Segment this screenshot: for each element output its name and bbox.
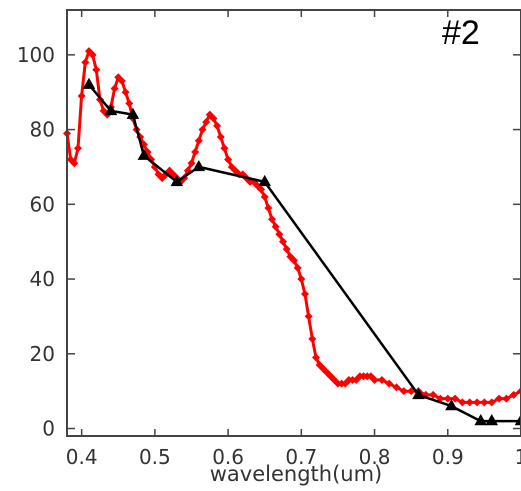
series-1-point (293, 263, 302, 272)
x-tick-label: 0.9 (432, 445, 464, 469)
series-2-point (82, 77, 96, 89)
series-1-point (88, 50, 97, 59)
series-1-point (370, 375, 379, 384)
series-1-point (385, 379, 394, 388)
series-1-point (125, 99, 134, 108)
series-1-point (502, 394, 511, 403)
series-1-point (451, 394, 460, 403)
series-1-point (509, 390, 518, 399)
y-tick-label: 80 (30, 118, 55, 142)
x-tick-label: 0.8 (359, 445, 391, 469)
series-2-point (104, 103, 118, 116)
series-1-point (279, 237, 288, 246)
x-tick-label: 0.4 (66, 445, 98, 469)
series-1-point (290, 256, 298, 265)
y-tick-label: 60 (30, 192, 55, 216)
series-2-point (485, 414, 499, 426)
series-1-point (429, 390, 438, 399)
series-2-point (474, 414, 488, 426)
x-axis-title: wavelength(um) (210, 462, 382, 486)
series-1-point (70, 159, 79, 168)
series-1-point (187, 159, 196, 168)
series-2-point (412, 387, 425, 400)
series-1-point (213, 121, 222, 130)
series-1-point (443, 394, 452, 403)
y-tick-label: 0 (42, 417, 55, 441)
series-1-point (198, 125, 207, 134)
series-2-line (88, 83, 521, 423)
series-1-point (487, 398, 496, 407)
series-1-point (81, 58, 90, 67)
series-2-point (192, 159, 206, 172)
series-1-point (220, 144, 229, 153)
chart-annotation: #2 (442, 14, 480, 52)
series-1-point (399, 387, 408, 396)
series-2-point (137, 148, 151, 160)
series-1-point (271, 222, 280, 231)
series-2-point (514, 414, 521, 426)
y-tick-label: 20 (30, 342, 55, 366)
series-1-point (264, 204, 273, 213)
x-tick-label: 0.7 (285, 445, 317, 469)
series-1-point (194, 136, 203, 145)
series-1-point (495, 394, 504, 403)
series-2-point (258, 174, 272, 187)
plot-frame (66, 9, 521, 437)
series-1-point (268, 215, 277, 224)
series-2-point (126, 107, 140, 119)
series-2-point (170, 174, 184, 187)
series-1-point (92, 65, 101, 74)
series-1-point (121, 88, 130, 97)
series-1-point (465, 398, 474, 407)
series-1-point (392, 383, 401, 392)
series-1-point (260, 192, 269, 201)
series-2-point (445, 399, 458, 411)
series-1-point (216, 133, 225, 142)
series-1-point (73, 144, 82, 153)
x-tick-label: 1 (515, 445, 521, 469)
series-1-point (209, 114, 218, 123)
x-tick-label: 0.6 (212, 445, 244, 469)
series-1-point (311, 353, 320, 362)
series-1-line (65, 49, 521, 404)
series-1-point (275, 230, 284, 239)
series-1-point (110, 84, 119, 93)
series-1-point (297, 275, 306, 284)
series-1-point (224, 155, 233, 164)
series-1-point (282, 245, 291, 254)
series-1-point (304, 312, 313, 321)
series-1-point (377, 375, 386, 384)
axes: 0.4 0.5 0.6 0.7 0.8 0.9 1 0 20 40 60 80 100 (17, 9, 521, 469)
series-1-point (480, 398, 489, 407)
x-tick-label: 0.5 (139, 445, 171, 469)
series-1-point (458, 398, 467, 407)
series-1-point (191, 148, 200, 156)
series-1-point (257, 185, 266, 194)
series-1-point (202, 118, 211, 127)
series-1-point (117, 77, 126, 85)
series-1-point (300, 290, 309, 298)
series-layer (63, 47, 521, 426)
series-1-point (308, 334, 317, 343)
y-tick-label: 40 (30, 267, 55, 291)
series-1-point (77, 91, 86, 100)
series-1-point (473, 398, 482, 407)
y-tick-label: 100 (17, 43, 55, 67)
